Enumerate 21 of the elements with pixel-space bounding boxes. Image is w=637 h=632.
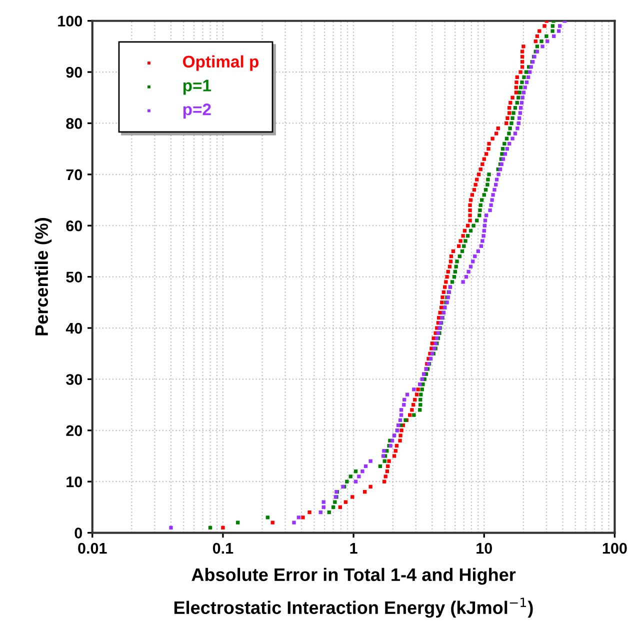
y-tick-label: 30 bbox=[66, 374, 82, 385]
x-tick-label: 100 bbox=[602, 542, 627, 554]
x-axis-title: Absolute Error in Total 1-4 and Higher Electrostatic Interaction Energy (kJmol$^{−1}$) bbox=[174, 568, 533, 618]
y-tick-label: 10 bbox=[66, 476, 82, 488]
legend-label: p=1 bbox=[183, 80, 212, 95]
y-tick-label: 40 bbox=[66, 322, 82, 334]
y-axis-title: Percentile (%) bbox=[34, 218, 52, 336]
y-tick-label: 60 bbox=[66, 220, 82, 232]
x-tick-label: 10 bbox=[476, 542, 492, 554]
y-tick-label: 70 bbox=[66, 169, 82, 180]
y-tick-label: 50 bbox=[66, 272, 82, 282]
x-tick-label: 1 bbox=[350, 543, 358, 554]
x-tick-label: 0.1 bbox=[212, 542, 234, 554]
x-tick-label: 0.01 bbox=[78, 542, 107, 554]
legend-label: Optimal p bbox=[183, 55, 258, 71]
y-tick-label: 20 bbox=[66, 425, 82, 436]
y-tick-label: 80 bbox=[66, 118, 82, 129]
y-tick-label: 100 bbox=[58, 16, 82, 27]
legend-label: p=2 bbox=[183, 104, 211, 119]
y-tick-label: 90 bbox=[66, 66, 82, 78]
y-tick-label: 0 bbox=[74, 528, 82, 538]
